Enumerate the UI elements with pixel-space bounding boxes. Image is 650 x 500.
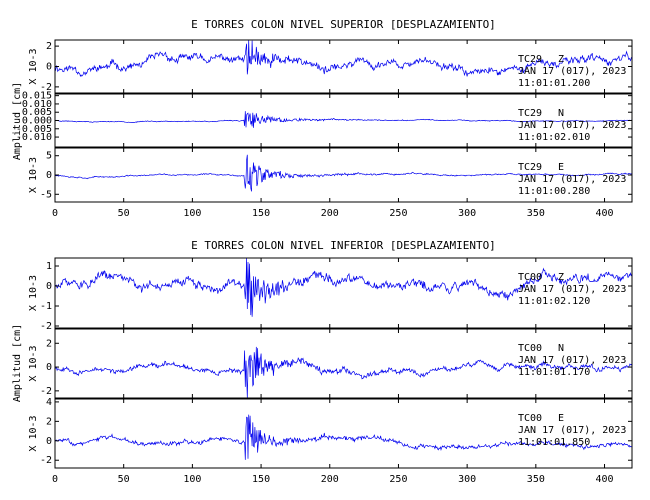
x-tick-label: 150 bbox=[252, 474, 270, 485]
date-label: JAN 17 (017), 2023 bbox=[518, 174, 626, 185]
waveform-trace bbox=[54, 346, 633, 399]
y-tick-label: 2 bbox=[46, 41, 52, 52]
component-label: Z bbox=[558, 54, 564, 65]
y-tick-label: -2 bbox=[40, 386, 52, 397]
station-label: TC29 bbox=[518, 54, 542, 65]
x-tick-label: 50 bbox=[118, 474, 130, 485]
component-label: Z bbox=[558, 272, 564, 283]
component-label: N bbox=[558, 343, 564, 354]
x-tick-label: 200 bbox=[321, 208, 339, 219]
scale-factor-label: X 10-3 bbox=[28, 415, 39, 451]
x-tick-label: 300 bbox=[458, 474, 476, 485]
x-tick-label: 0 bbox=[52, 474, 58, 485]
panel-frame bbox=[54, 257, 633, 329]
component-label: E bbox=[558, 413, 564, 424]
y-tick-label: 5 bbox=[46, 151, 52, 162]
x-tick-label: 250 bbox=[389, 208, 407, 219]
x-tick-label: 150 bbox=[252, 208, 270, 219]
y-tick-label: -5 bbox=[40, 189, 52, 200]
x-tick-label: 100 bbox=[183, 208, 201, 219]
x-tick-label: 300 bbox=[458, 208, 476, 219]
station-label: TC00 bbox=[518, 272, 542, 283]
time-label: 11:01:02.120 bbox=[518, 296, 590, 307]
date-label: JAN 17 (017), 2023 bbox=[518, 66, 626, 77]
waveform-trace bbox=[54, 414, 633, 460]
date-label: JAN 17 (017), 2023 bbox=[518, 355, 626, 366]
scale-factor-label: X 10-3 bbox=[28, 48, 39, 84]
time-label: 11:01:00.280 bbox=[518, 186, 590, 197]
y-tick-label: -2 bbox=[40, 321, 52, 332]
panel-frame bbox=[54, 328, 633, 399]
station-label: TC00 bbox=[518, 343, 542, 354]
waveform-trace bbox=[54, 111, 633, 128]
y-axis-label: Amplitud [cm] bbox=[12, 82, 23, 160]
station-label: TC00 bbox=[518, 413, 542, 424]
x-tick-label: 350 bbox=[527, 474, 545, 485]
scale-factor-label: X 10-3 bbox=[28, 345, 39, 381]
x-tick-label: 100 bbox=[183, 474, 201, 485]
waveform-trace bbox=[54, 39, 632, 77]
x-tick-label: 400 bbox=[595, 474, 613, 485]
y-tick-label: -1 bbox=[40, 301, 52, 312]
y-tick-label: -2 bbox=[40, 455, 52, 466]
time-label: 11:01:01.850 bbox=[518, 437, 590, 448]
scale-factor-label: X 10-3 bbox=[28, 157, 39, 193]
date-label: JAN 17 (017), 2023 bbox=[518, 120, 626, 131]
y-tick-label: -0.005 bbox=[16, 124, 52, 135]
date-label: JAN 17 (017), 2023 bbox=[518, 284, 626, 295]
y-tick-label: -2 bbox=[40, 82, 52, 93]
waveform-trace bbox=[54, 154, 633, 192]
scale-factor-label: X 10-3 bbox=[28, 275, 39, 311]
y-tick-label: 0.000 bbox=[22, 116, 52, 127]
time-label: 11:01:01.170 bbox=[518, 367, 590, 378]
y-tick-label: 0 bbox=[46, 281, 52, 292]
time-label: 11:01:01.200 bbox=[518, 78, 590, 89]
figure-title: E TORRES COLON NIVEL SUPERIOR [DESPLAZAM… bbox=[191, 18, 496, 31]
x-tick-label: 400 bbox=[595, 208, 613, 219]
y-tick-label: 0.010 bbox=[22, 99, 52, 110]
figure-2: E TORRES COLON NIVEL INFERIOR [DESPLAZAM… bbox=[12, 239, 633, 485]
y-tick-label: 0.015 bbox=[22, 91, 52, 102]
figure-title: E TORRES COLON NIVEL INFERIOR [DESPLAZAM… bbox=[191, 239, 496, 252]
x-tick-label: 350 bbox=[527, 208, 545, 219]
figure-1: E TORRES COLON NIVEL SUPERIOR [DESPLAZAM… bbox=[12, 18, 633, 219]
x-tick-label: 200 bbox=[321, 474, 339, 485]
y-tick-label: -0.010 bbox=[16, 132, 52, 143]
y-tick-label: 1 bbox=[46, 261, 52, 272]
y-tick-label: 2 bbox=[46, 416, 52, 427]
date-label: JAN 17 (017), 2023 bbox=[518, 425, 626, 436]
y-tick-label: 0 bbox=[46, 62, 52, 73]
y-tick-label: 0 bbox=[46, 436, 52, 447]
y-axis-label: Amplitud [cm] bbox=[12, 324, 23, 402]
panel-frame bbox=[54, 398, 633, 469]
component-label: E bbox=[558, 162, 564, 173]
y-tick-label: 0 bbox=[46, 170, 52, 181]
x-tick-label: 50 bbox=[118, 208, 130, 219]
y-tick-label: 0 bbox=[46, 362, 52, 373]
station-label: TC29 bbox=[518, 162, 542, 173]
waveform-trace bbox=[54, 257, 633, 317]
y-tick-label: 0.005 bbox=[22, 107, 52, 118]
station-label: TC29 bbox=[518, 108, 542, 119]
x-tick-label: 0 bbox=[52, 208, 58, 219]
component-label: N bbox=[558, 108, 564, 119]
x-tick-label: 250 bbox=[389, 474, 407, 485]
y-tick-label: 2 bbox=[46, 338, 52, 349]
time-label: 11:01:02.010 bbox=[518, 132, 590, 143]
y-tick-label: 4 bbox=[46, 397, 52, 408]
